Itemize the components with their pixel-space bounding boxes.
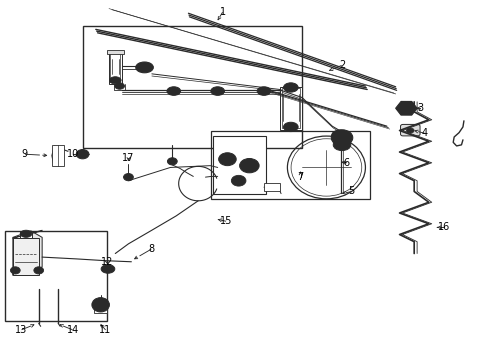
Ellipse shape (223, 156, 231, 162)
Bar (107, 50, 123, 54)
Ellipse shape (287, 125, 294, 129)
Text: 7: 7 (297, 172, 303, 182)
Bar (211, 131, 369, 199)
FancyBboxPatch shape (400, 125, 419, 136)
Ellipse shape (336, 134, 346, 141)
Ellipse shape (136, 62, 153, 73)
Ellipse shape (105, 267, 111, 271)
Ellipse shape (261, 89, 266, 93)
Text: 15: 15 (219, 216, 232, 226)
Ellipse shape (109, 77, 121, 84)
Text: 11: 11 (99, 325, 111, 335)
Text: 5: 5 (348, 186, 354, 197)
Ellipse shape (167, 158, 177, 165)
Ellipse shape (115, 83, 124, 89)
Text: 6: 6 (343, 158, 349, 168)
Ellipse shape (331, 130, 346, 140)
Ellipse shape (166, 87, 180, 95)
Ellipse shape (257, 87, 270, 95)
Ellipse shape (140, 64, 149, 70)
Bar (110, 53, 120, 82)
Ellipse shape (20, 230, 32, 237)
Ellipse shape (287, 85, 294, 90)
Ellipse shape (123, 174, 133, 181)
Text: 3: 3 (416, 103, 422, 113)
Text: 16: 16 (437, 222, 449, 232)
Ellipse shape (76, 149, 89, 159)
Text: 13: 13 (15, 325, 27, 335)
Polygon shape (13, 231, 42, 275)
Text: 12: 12 (101, 257, 113, 267)
Ellipse shape (10, 267, 20, 274)
Ellipse shape (332, 139, 350, 150)
Bar (212, 136, 266, 194)
Ellipse shape (401, 105, 410, 112)
Ellipse shape (283, 122, 298, 132)
Ellipse shape (283, 83, 298, 92)
Text: 17: 17 (122, 153, 134, 163)
Ellipse shape (210, 87, 224, 95)
Bar (264, 183, 279, 192)
Bar (52, 145, 64, 166)
Ellipse shape (214, 89, 220, 93)
Ellipse shape (34, 267, 43, 274)
Text: 2: 2 (338, 60, 345, 70)
Bar (279, 87, 302, 130)
Ellipse shape (335, 133, 342, 137)
Text: 14: 14 (66, 325, 79, 335)
Text: 4: 4 (421, 129, 427, 138)
Text: 10: 10 (66, 149, 79, 159)
Ellipse shape (101, 265, 115, 273)
Bar (109, 51, 122, 84)
Text: 9: 9 (21, 149, 27, 159)
Bar (281, 88, 300, 129)
Ellipse shape (406, 128, 413, 133)
Ellipse shape (170, 89, 176, 93)
Bar (4, 231, 107, 320)
Bar (82, 26, 302, 148)
Text: 1: 1 (219, 7, 225, 17)
Bar (20, 232, 32, 238)
Ellipse shape (231, 175, 245, 186)
Ellipse shape (244, 162, 254, 169)
Bar (94, 301, 107, 313)
Text: 8: 8 (148, 244, 155, 254)
Ellipse shape (218, 153, 236, 166)
Ellipse shape (92, 298, 109, 312)
Bar (13, 238, 39, 275)
Ellipse shape (97, 302, 104, 308)
Ellipse shape (330, 130, 352, 145)
Ellipse shape (239, 158, 259, 173)
